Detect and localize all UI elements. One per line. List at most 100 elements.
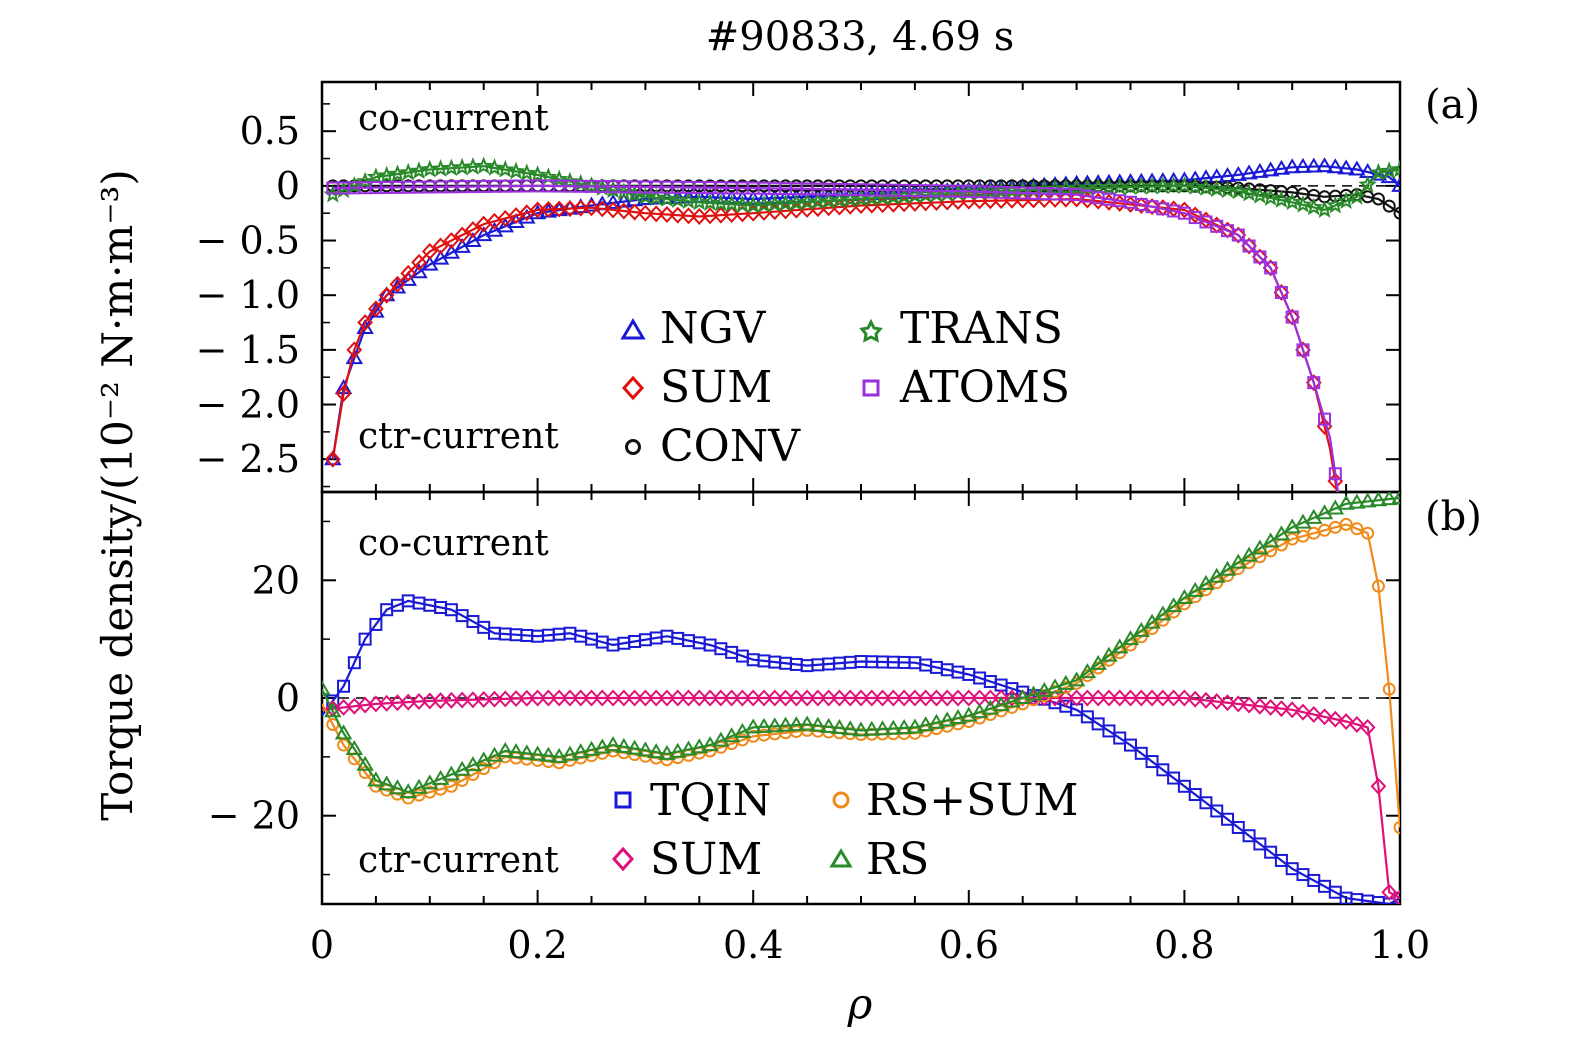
data-point-ngv bbox=[474, 226, 493, 242]
data-point-sum bbox=[734, 689, 751, 707]
data-point-trans bbox=[1207, 179, 1227, 198]
data-point-atoms bbox=[1264, 261, 1278, 275]
data-point-sum bbox=[1133, 689, 1150, 707]
data-point-sum bbox=[1273, 700, 1290, 718]
data-point-ngv bbox=[722, 189, 741, 205]
data-point-conv bbox=[1382, 199, 1396, 213]
data-point-rs bbox=[582, 740, 601, 756]
x-tick-label: 0.4 bbox=[723, 923, 783, 967]
y-tick-label: − 20 bbox=[208, 794, 300, 838]
data-point-ngv bbox=[496, 217, 515, 233]
chart-title: #90833, 4.69 s bbox=[706, 14, 1015, 60]
data-point-rs bbox=[1013, 689, 1032, 704]
data-point-rs bbox=[431, 769, 450, 785]
data-point-sum bbox=[1327, 710, 1344, 728]
legend-label-conv: CONV bbox=[660, 421, 801, 472]
data-point-sum bbox=[1101, 689, 1117, 707]
data-point-atoms bbox=[1231, 228, 1245, 242]
data-point-rs bbox=[1154, 605, 1172, 621]
data-point-sum bbox=[443, 232, 460, 250]
data-point-rs bbox=[367, 771, 385, 787]
data-point-sum bbox=[1381, 883, 1398, 901]
data-point-sum bbox=[605, 201, 621, 219]
legend-marker-sum-a bbox=[621, 375, 645, 401]
data-point-sum bbox=[378, 286, 395, 304]
data-point-trans bbox=[495, 159, 515, 178]
data-point-sum bbox=[777, 689, 794, 707]
data-point-sum bbox=[1122, 689, 1139, 707]
data-point-rs bbox=[1197, 574, 1215, 590]
legend-label-trans: TRANS bbox=[900, 303, 1063, 354]
legend-marker-rs-sum bbox=[832, 791, 850, 809]
data-point-rs bbox=[1218, 560, 1237, 576]
legend-marker-conv bbox=[625, 439, 641, 455]
data-point-trans bbox=[1293, 194, 1313, 213]
data-point-rs bbox=[388, 779, 407, 795]
panel-a-series bbox=[323, 156, 1400, 552]
legend-marker-rs bbox=[829, 848, 853, 868]
data-point-sum bbox=[1338, 713, 1354, 731]
data-point-sum bbox=[421, 692, 438, 710]
y-tick-label: − 2.5 bbox=[196, 437, 300, 481]
data-point-rs bbox=[1100, 646, 1118, 662]
data-point-rs bbox=[1337, 494, 1355, 510]
data-point-rs bbox=[1035, 681, 1054, 697]
data-point-rs-sum bbox=[1350, 522, 1364, 536]
data-point-rs bbox=[970, 703, 989, 719]
data-point-rs bbox=[356, 755, 374, 771]
data-point-sum bbox=[529, 201, 546, 219]
data-point-rs bbox=[798, 715, 816, 731]
data-point-trans bbox=[1196, 178, 1216, 196]
data-point-sum bbox=[939, 689, 956, 707]
data-point-ngv bbox=[1348, 160, 1366, 176]
data-point-sum bbox=[1359, 718, 1376, 736]
data-point-trans bbox=[636, 187, 655, 205]
data-point-rs bbox=[1175, 588, 1194, 604]
data-point-rs-sum bbox=[1339, 517, 1353, 531]
panel-b-tag: (b) bbox=[1425, 494, 1482, 540]
data-point-rs bbox=[1089, 654, 1107, 670]
data-point-trans bbox=[1315, 200, 1334, 218]
data-point-sum bbox=[1090, 689, 1107, 707]
data-point-rs bbox=[1067, 671, 1086, 687]
data-point-trans bbox=[679, 191, 698, 210]
data-point-sum bbox=[594, 689, 611, 707]
data-point-tqin bbox=[1264, 845, 1278, 859]
data-point-rs bbox=[507, 743, 525, 759]
data-point-rs bbox=[1272, 525, 1291, 541]
data-point-trans bbox=[1250, 185, 1270, 204]
data-point-sum bbox=[1230, 695, 1247, 713]
data-point-rs bbox=[571, 743, 590, 759]
data-point-sum bbox=[615, 202, 632, 220]
data-point-sum bbox=[648, 689, 665, 707]
panel-b-series bbox=[322, 492, 1400, 904]
data-point-sum bbox=[982, 689, 999, 707]
data-point-rs bbox=[1207, 567, 1226, 583]
data-point-ngv bbox=[1229, 165, 1248, 181]
data-point-rs bbox=[895, 719, 913, 735]
data-point-rs bbox=[841, 720, 859, 736]
data-point-sum bbox=[659, 206, 675, 223]
data-point-sum bbox=[529, 689, 546, 707]
data-point-sum bbox=[368, 695, 384, 713]
data-point-sum bbox=[842, 689, 859, 707]
data-point-tqin bbox=[1177, 779, 1191, 793]
data-point-sum bbox=[497, 690, 514, 708]
data-point-tqin bbox=[1167, 771, 1181, 785]
data-point-sum bbox=[960, 689, 977, 707]
data-point-atoms bbox=[1341, 541, 1352, 552]
data-point-rs-sum bbox=[1382, 682, 1396, 696]
data-point-sum bbox=[917, 689, 934, 707]
y-tick-label: − 1.5 bbox=[196, 328, 300, 372]
data-point-rs bbox=[322, 680, 331, 696]
data-point-sum bbox=[572, 199, 589, 217]
data-point-trans bbox=[668, 190, 688, 208]
data-point-rs bbox=[776, 716, 795, 732]
data-point-rs-sum bbox=[1371, 579, 1385, 593]
data-point-sum bbox=[637, 689, 654, 707]
annotation-ctr-current-a: ctr-current bbox=[358, 416, 559, 457]
data-point-rs bbox=[1229, 553, 1248, 569]
data-point-ngv bbox=[410, 263, 428, 279]
data-point-tqin bbox=[1231, 820, 1245, 834]
data-point-rs bbox=[647, 743, 665, 759]
